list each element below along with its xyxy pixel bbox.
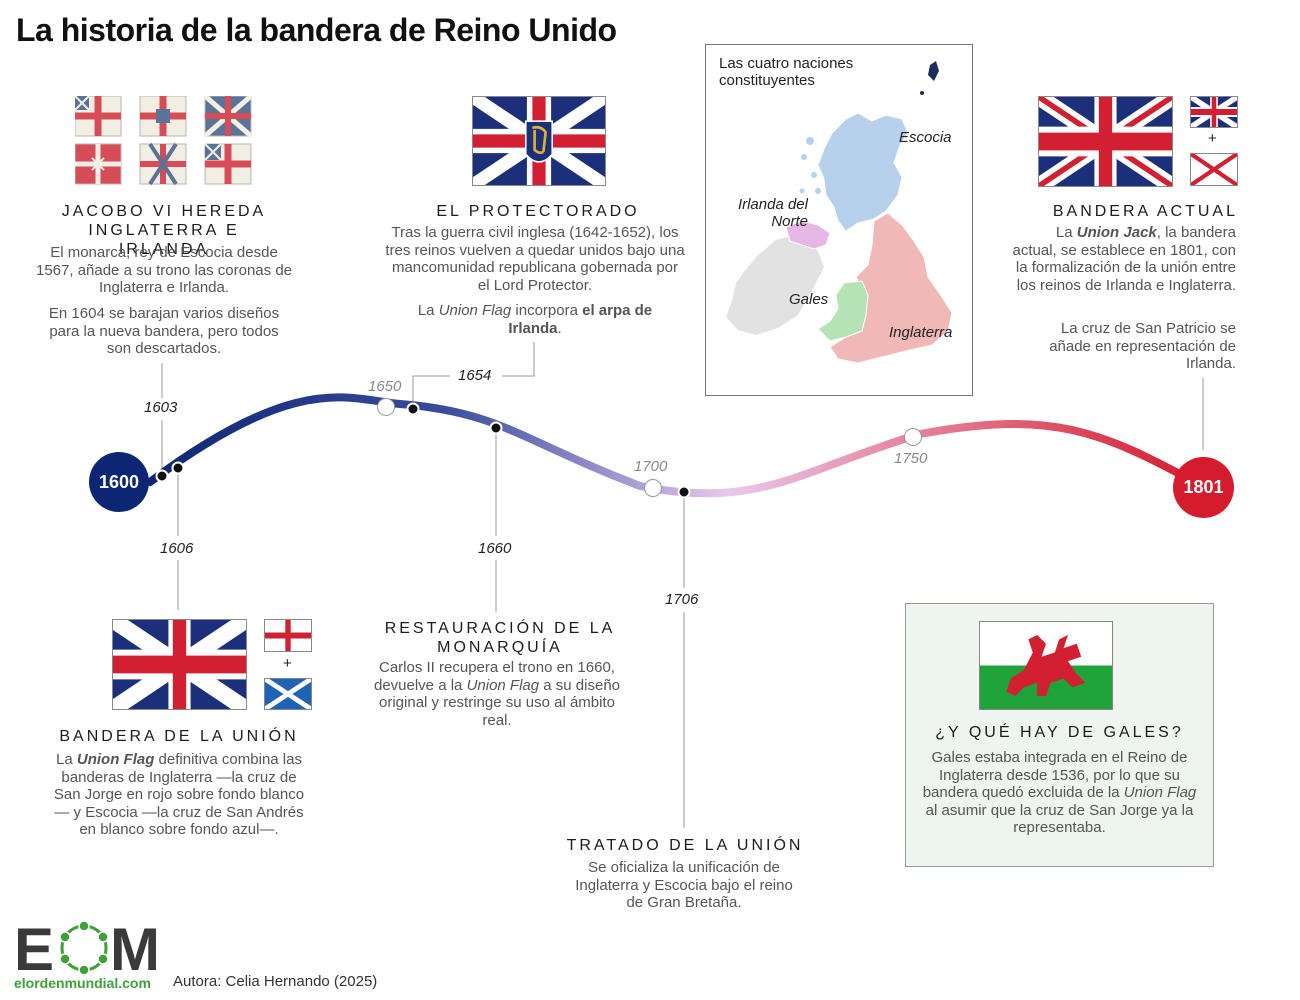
heading-1706: TRATADO DE LA UNIÓN	[566, 837, 804, 854]
england-flag	[264, 619, 312, 652]
svg-text:M: M	[110, 918, 160, 976]
site-link[interactable]: elordenmundial.com	[14, 975, 151, 991]
text-1706: Se oficializa la unificación de Inglater…	[575, 859, 793, 912]
map-label-scotland: Escocia	[899, 129, 952, 146]
text-1801-p2: La cruz de San Patricio se añade en repr…	[1049, 320, 1236, 373]
heading-1660: RESTAURACIÓN DE LA MONARQUÍA	[384, 620, 616, 656]
event-dots	[155, 402, 691, 499]
eom-logo-mark: E M	[14, 916, 160, 983]
year-label-1660: 1660	[478, 540, 512, 557]
text-1603-p2: En 1604 se barajan varios diseños para l…	[48, 305, 280, 358]
uk-map-image	[726, 61, 953, 364]
map-title: Las cuatro naciones constituyentes	[719, 55, 854, 89]
page-title: La historia de la bandera de Reino Unido	[16, 12, 617, 48]
tick-label-1650: 1650	[368, 378, 402, 395]
tick-circle-1650	[377, 398, 395, 416]
text-wales: Gales estaba integrada en el Reino de In…	[922, 749, 1197, 837]
dot-1603	[155, 469, 169, 483]
heading-1606: BANDERA DE LA UNIÓN	[59, 728, 299, 745]
plus-sign-1606: +	[283, 655, 292, 672]
author-credit: Autora: Celia Hernando (2025)	[173, 973, 378, 990]
heading-1801: BANDERA ACTUAL	[1052, 203, 1238, 220]
eom-logo[interactable]: E M elordenmundial.com	[14, 916, 169, 993]
protectorate-flag	[472, 96, 606, 186]
northern-ireland-shape	[785, 220, 831, 250]
union-flag-small	[1190, 96, 1238, 128]
union-jack-flag	[1038, 96, 1173, 187]
year-1801-circle: 1801	[1173, 457, 1234, 518]
connector-1654-left	[412, 375, 450, 408]
plus-sign-1801: +	[1208, 130, 1217, 147]
year-label-1654: 1654	[458, 367, 492, 384]
ireland-shape	[726, 235, 824, 335]
shetland-orkney	[920, 61, 939, 95]
proposal-flags-grid	[74, 94, 253, 186]
dot-1660	[489, 421, 503, 435]
uk-map-panel: Las cuatro naciones constituyentes Escoc…	[705, 44, 973, 396]
connector-lines	[161, 342, 1204, 828]
map-label-wales: Gales	[789, 291, 829, 308]
st-patrick-flag	[1190, 153, 1238, 186]
wales-flag	[979, 621, 1113, 710]
text-1603-p1: El monarca, rey de Escocia desde 1567, a…	[35, 244, 293, 297]
proposal-flags-image	[74, 94, 253, 186]
year-1600-circle: 1600	[89, 452, 149, 512]
year-label-1706: 1706	[665, 591, 699, 608]
wales-shape	[817, 280, 869, 342]
tick-label-1700: 1700	[634, 458, 668, 475]
scotland-flag	[264, 678, 312, 710]
heading-wales: ¿Y QUÉ HAY DE GALES?	[935, 724, 1184, 741]
connector-1654-right	[502, 342, 535, 377]
text-1654-p2: La Union Flag incorpora el arpa de Irlan…	[417, 302, 653, 337]
year-label-1606: 1606	[160, 540, 194, 557]
tick-circle-1700	[644, 479, 662, 497]
heading-1654: EL PROTECTORADO	[436, 203, 640, 220]
scottish-islands	[799, 137, 821, 194]
text-1654-p1: Tras la guerra civil inglesa (1642-1652)…	[385, 224, 685, 294]
tick-label-1750: 1750	[894, 450, 928, 467]
text-1606: La Union Flag definitiva combina las ban…	[53, 751, 305, 839]
year-label-1603: 1603	[144, 399, 178, 416]
timeline-curve	[146, 393, 1204, 498]
map-label-england: Inglaterra	[889, 324, 953, 341]
tick-circle-1750	[904, 428, 922, 446]
text-1801-p1: La Union Jack, la bandera actual, se est…	[1012, 224, 1237, 294]
map-label-northern-ireland: Irlanda del Norte	[737, 196, 808, 230]
dot-1606	[171, 461, 185, 475]
union-flag-1606	[112, 619, 247, 710]
dot-1706	[677, 485, 691, 499]
text-1660: Carlos II recupera el trono en 1660, dev…	[373, 659, 620, 729]
wales-panel: ¿Y QUÉ HAY DE GALES? Gales estaba integr…	[905, 603, 1214, 867]
heading-1603: JACOBO VI HEREDA INGLATERRA E IRLANDA	[61, 203, 267, 258]
scotland-shape	[817, 112, 909, 232]
svg-text:E: E	[14, 918, 54, 976]
globe-icon	[59, 920, 109, 976]
dot-1654	[406, 402, 420, 416]
